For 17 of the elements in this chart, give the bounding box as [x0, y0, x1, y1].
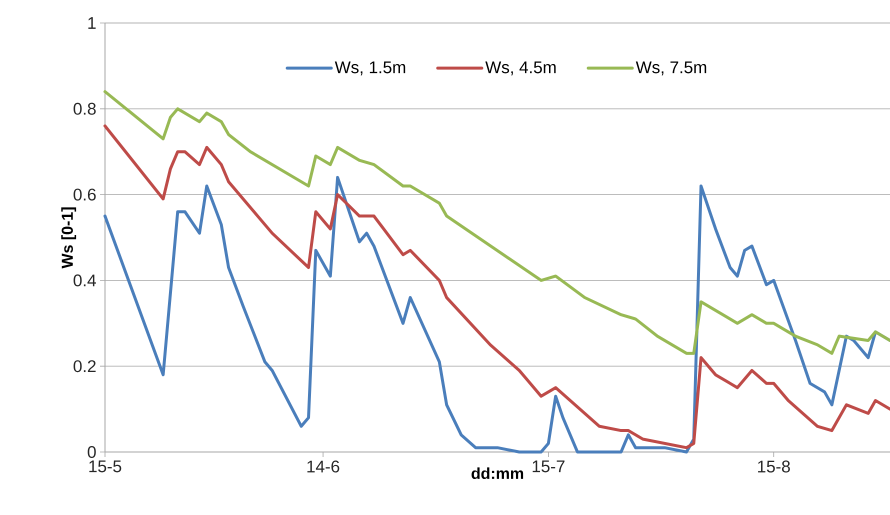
legend-label: Ws, 4.5m — [485, 61, 556, 76]
x-tick-label: 15-8 — [758, 460, 790, 473]
y-tick-label: 0.8 — [74, 102, 96, 115]
y-tick-label: 0.4 — [74, 274, 96, 286]
y-tick-label: 1 — [88, 17, 96, 29]
x-tick-label: 14-6 — [307, 460, 340, 473]
legend-label: Ws, 1.5m — [334, 61, 406, 76]
y-axis-title: Ws [0-1] — [61, 207, 76, 268]
legend-label: Ws, 7.5m — [636, 61, 706, 76]
y-tick-label: 0.6 — [74, 188, 96, 201]
x-tick-label: 15-5 — [89, 460, 122, 472]
x-axis-title: dd:mm — [472, 467, 524, 480]
line-series — [104, 90, 890, 355]
x-tick-label: 15-7 — [532, 460, 564, 472]
y-tick-label: 0 — [88, 446, 96, 458]
line-series — [104, 124, 890, 450]
y-tick-label: 0.2 — [74, 360, 96, 372]
